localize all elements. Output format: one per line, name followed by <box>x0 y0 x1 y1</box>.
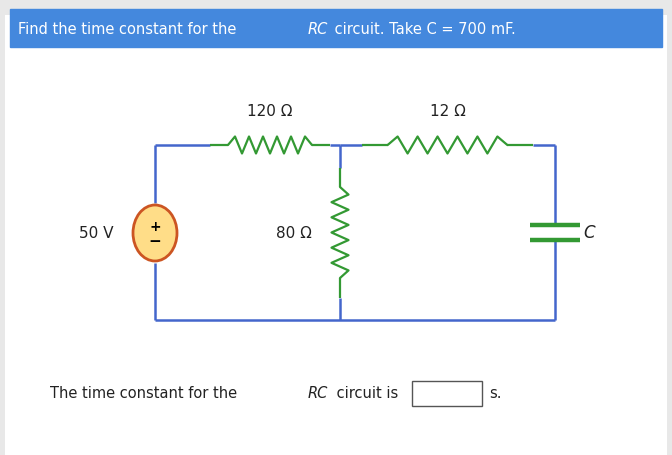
Text: Find the time constant for the: Find the time constant for the <box>18 21 241 36</box>
Text: −: − <box>149 234 161 249</box>
Text: RC: RC <box>308 386 329 400</box>
FancyBboxPatch shape <box>10 10 662 48</box>
Text: +: + <box>149 219 161 233</box>
Text: circuit. Take C = 700 mF.: circuit. Take C = 700 mF. <box>330 21 515 36</box>
Text: C: C <box>583 224 595 242</box>
Text: RC: RC <box>308 21 329 36</box>
Text: The time constant for the: The time constant for the <box>50 386 242 400</box>
FancyBboxPatch shape <box>412 381 482 405</box>
Text: 120 Ω: 120 Ω <box>247 104 293 119</box>
Text: 50 V: 50 V <box>79 226 113 241</box>
Text: 12 Ω: 12 Ω <box>429 104 466 119</box>
Text: 80 Ω: 80 Ω <box>276 226 312 241</box>
Text: circuit is: circuit is <box>332 386 403 400</box>
FancyBboxPatch shape <box>5 16 667 455</box>
Text: s.: s. <box>489 386 501 400</box>
Ellipse shape <box>133 206 177 262</box>
